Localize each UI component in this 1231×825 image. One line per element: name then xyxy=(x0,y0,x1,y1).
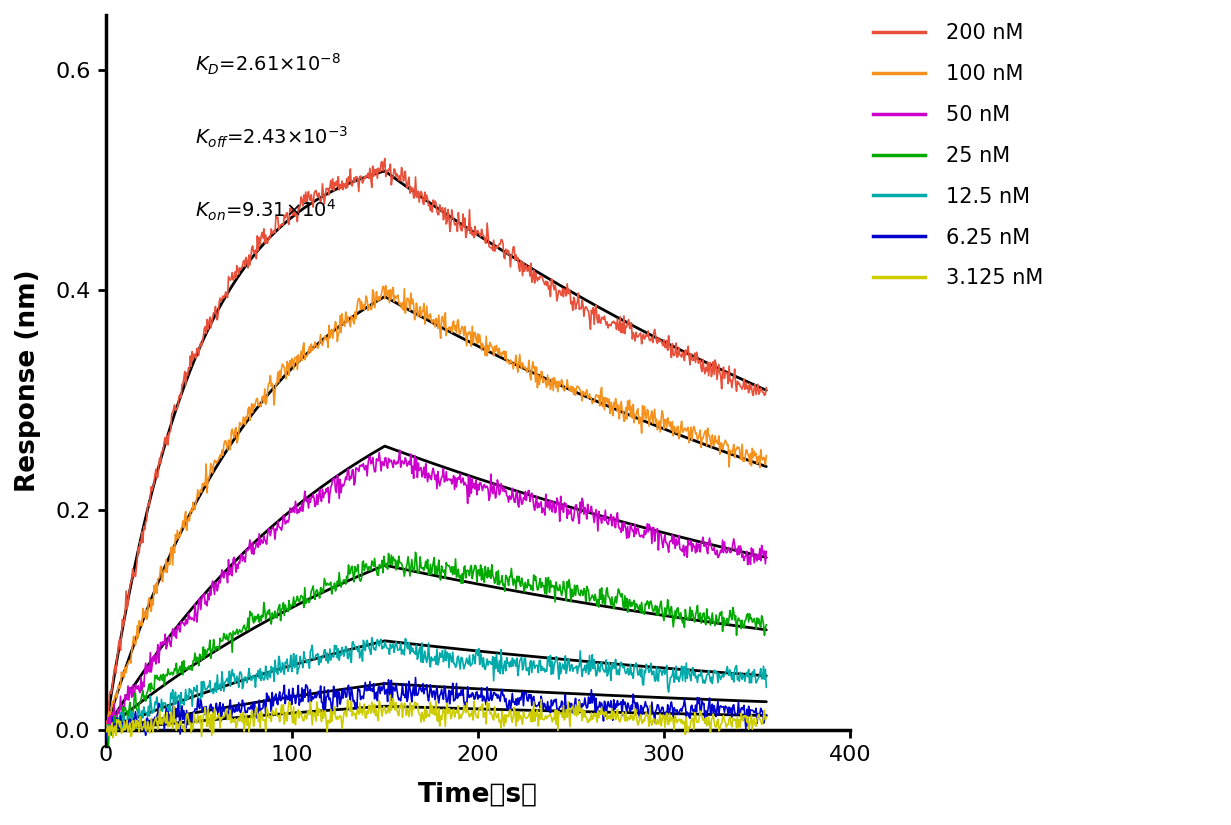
50 nM xyxy=(760,547,774,557)
6.25 nM xyxy=(686,706,700,716)
3.125 nM xyxy=(687,724,702,734)
200 nM xyxy=(435,203,449,213)
100 nM xyxy=(760,450,774,460)
Line: 50 nM: 50 nM xyxy=(106,450,767,733)
25 nM xyxy=(506,580,521,590)
25 nM xyxy=(316,587,331,596)
100 nM xyxy=(98,724,113,734)
50 nM xyxy=(505,483,519,493)
200 nM xyxy=(760,383,774,393)
25 nM xyxy=(98,728,113,738)
6.25 nM xyxy=(98,735,113,745)
3.125 nM xyxy=(475,699,490,709)
50 nM xyxy=(315,484,330,494)
100 nM xyxy=(100,726,114,736)
12.5 nM xyxy=(98,725,113,735)
50 nM xyxy=(561,509,576,519)
50 nM xyxy=(474,482,489,492)
3.125 nM xyxy=(316,714,331,724)
100 nM xyxy=(563,386,577,396)
100 nM xyxy=(316,336,331,346)
100 nM xyxy=(436,317,451,327)
12.5 nM xyxy=(563,666,577,676)
200 nM xyxy=(315,179,330,189)
12.5 nM xyxy=(364,633,379,643)
6.25 nM xyxy=(561,698,576,708)
6.25 nM xyxy=(315,698,330,708)
Line: 12.5 nM: 12.5 nM xyxy=(106,638,767,733)
25 nM xyxy=(101,742,116,752)
200 nM xyxy=(98,726,113,736)
6.25 nM xyxy=(760,711,774,721)
Line: 100 nM: 100 nM xyxy=(106,285,767,731)
25 nM xyxy=(760,620,774,629)
12.5 nM xyxy=(687,671,702,681)
6.25 nM xyxy=(474,683,489,693)
Y-axis label: Response (nm): Response (nm) xyxy=(15,270,41,492)
50 nM xyxy=(393,446,407,455)
12.5 nM xyxy=(506,661,521,671)
3.125 nM xyxy=(106,733,121,742)
100 nM xyxy=(687,422,702,431)
12.5 nM xyxy=(316,650,331,660)
6.25 nM xyxy=(435,691,449,700)
3.125 nM xyxy=(506,712,521,722)
6.25 nM xyxy=(409,672,423,682)
Text: $K_{on}$=9.31×10$^{4}$: $K_{on}$=9.31×10$^{4}$ xyxy=(194,198,336,223)
3.125 nM xyxy=(383,690,398,700)
50 nM xyxy=(435,471,449,481)
Line: 3.125 nM: 3.125 nM xyxy=(106,695,767,738)
3.125 nM xyxy=(563,722,577,732)
Text: $K_{off}$=2.43×10$^{-3}$: $K_{off}$=2.43×10$^{-3}$ xyxy=(194,125,348,150)
6.25 nM xyxy=(505,688,519,698)
25 nM xyxy=(409,547,423,557)
12.5 nM xyxy=(760,682,774,692)
12.5 nM xyxy=(475,662,490,672)
3.125 nM xyxy=(436,704,451,714)
25 nM xyxy=(563,582,577,592)
200 nM xyxy=(378,153,393,163)
200 nM xyxy=(474,224,489,234)
50 nM xyxy=(686,539,700,549)
Text: $K_D$=2.61×10$^{-8}$: $K_D$=2.61×10$^{-8}$ xyxy=(194,52,341,77)
200 nM xyxy=(561,285,576,295)
100 nM xyxy=(475,339,490,349)
Line: 25 nM: 25 nM xyxy=(106,552,767,747)
3.125 nM xyxy=(760,712,774,722)
25 nM xyxy=(436,568,451,577)
3.125 nM xyxy=(98,725,113,735)
12.5 nM xyxy=(436,657,451,667)
200 nM xyxy=(686,356,700,365)
100 nM xyxy=(506,364,521,374)
200 nM xyxy=(505,249,519,259)
25 nM xyxy=(475,564,490,574)
X-axis label: Time（s）: Time（s） xyxy=(417,782,538,808)
Legend: 200 nM, 100 nM, 50 nM, 25 nM, 12.5 nM, 6.25 nM, 3.125 nM: 200 nM, 100 nM, 50 nM, 25 nM, 12.5 nM, 6… xyxy=(865,15,1051,297)
50 nM xyxy=(98,728,113,738)
Line: 200 nM: 200 nM xyxy=(106,158,767,731)
12.5 nM xyxy=(100,728,114,738)
100 nM xyxy=(378,280,393,290)
25 nM xyxy=(687,615,702,625)
Line: 6.25 nM: 6.25 nM xyxy=(106,677,767,740)
